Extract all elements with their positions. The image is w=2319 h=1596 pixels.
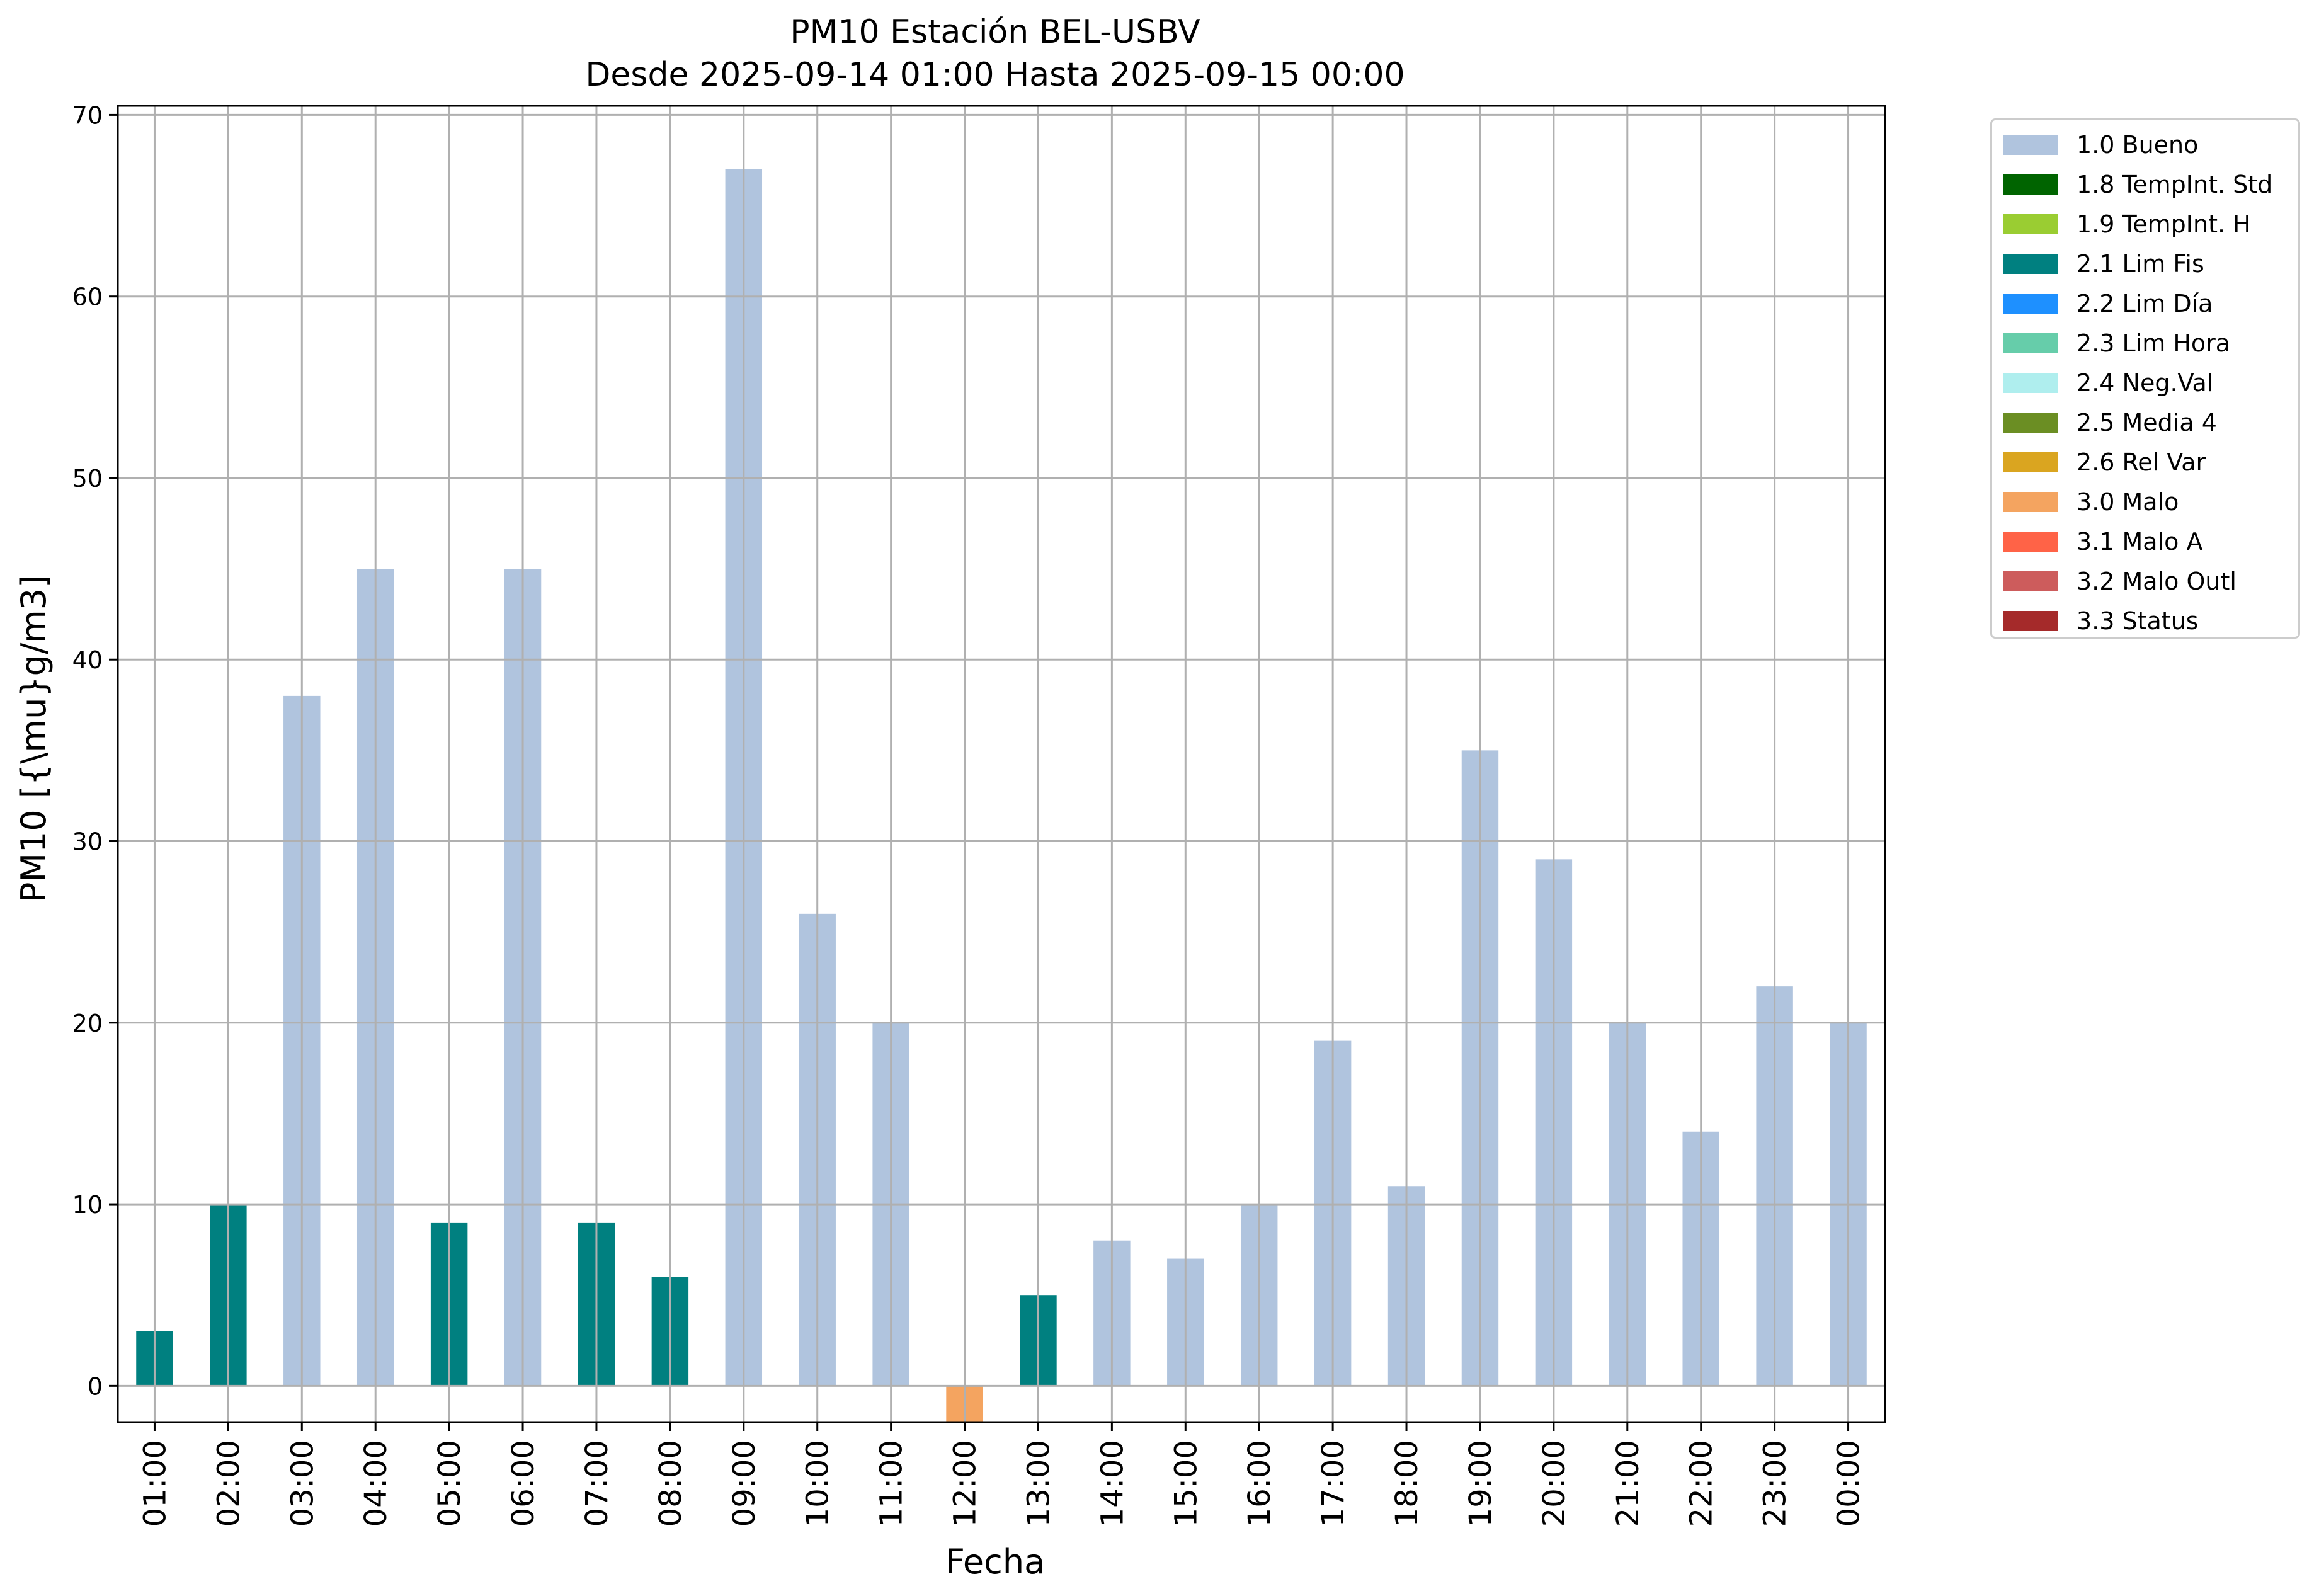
x-tick-label: 07:00	[579, 1440, 615, 1527]
legend-label: 3.3 Status	[2077, 607, 2199, 635]
legend-label: 2.6 Rel Var	[2077, 448, 2206, 476]
x-tick-label: 22:00	[1684, 1440, 1719, 1527]
legend-swatch	[2003, 532, 2058, 552]
legend-entry: 3.1 Malo A	[2003, 526, 2202, 557]
legend-label: 2.4 Neg.Val	[2077, 369, 2214, 397]
y-tick-label: 50	[72, 465, 103, 493]
legend-label: 2.1 Lim Fis	[2077, 250, 2204, 278]
legend-swatch	[2003, 611, 2058, 631]
legend: 1.0 Bueno 1.8 TempInt. Std 1.9 TempInt. H 2…	[1990, 118, 2300, 639]
legend-label: 2.3 Lim Hora	[2077, 329, 2231, 357]
legend-label: 2.5 Media 4	[2077, 409, 2217, 436]
y-tick-label: 30	[72, 828, 103, 856]
legend-swatch	[2003, 333, 2058, 353]
legend-swatch	[2003, 174, 2058, 195]
grid-lines	[118, 106, 1885, 1422]
legend-entry: 3.2 Malo Outl	[2003, 566, 2236, 597]
legend-label: 3.0 Malo	[2077, 488, 2179, 516]
x-tick-label: 09:00	[727, 1440, 762, 1527]
x-tick-label: 14:00	[1095, 1440, 1130, 1527]
x-axis: 01:00 02:00 03:00 04:00 05:00 06:00 07:00 08:00…	[137, 1422, 1867, 1527]
legend-entry: 2.2 Lim Día	[2003, 288, 2213, 319]
legend-entry: 2.1 Lim Fis	[2003, 248, 2204, 280]
legend-entry: 2.3 Lim Hora	[2003, 328, 2230, 359]
y-axis: 0 10 20 30 40 50 60 70	[72, 101, 118, 1400]
legend-swatch	[2003, 373, 2058, 393]
legend-label: 1.9 TempInt. H	[2077, 210, 2251, 238]
chart-title: PM10 Estación BEL-USBV	[790, 13, 1200, 51]
legend-swatch	[2003, 135, 2058, 155]
y-tick-label: 60	[72, 283, 103, 311]
legend-label: 3.1 Malo A	[2077, 528, 2203, 556]
x-tick-label: 12:00	[948, 1440, 983, 1527]
legend-entry: 1.0 Bueno	[2003, 129, 2198, 161]
y-tick-label: 20	[72, 1010, 103, 1037]
bars	[136, 169, 1867, 1422]
x-tick-label: 11:00	[874, 1440, 909, 1527]
x-tick-label: 05:00	[432, 1440, 467, 1527]
y-axis-label: PM10 [{\mu}g/m3]	[14, 575, 54, 903]
x-axis-label: Fecha	[945, 1542, 1045, 1582]
legend-entry: 1.8 TempInt. Std	[2003, 169, 2272, 200]
legend-entry: 3.0 Malo	[2003, 486, 2179, 518]
x-tick-label: 23:00	[1758, 1440, 1793, 1527]
legend-entry: 3.3 Status	[2003, 605, 2199, 637]
legend-label: 3.2 Malo Outl	[2077, 567, 2236, 595]
legend-entry: 2.6 Rel Var	[2003, 447, 2206, 478]
legend-entry: 2.5 Media 4	[2003, 407, 2217, 438]
x-tick-label: 04:00	[358, 1440, 394, 1527]
legend-swatch	[2003, 294, 2058, 314]
x-tick-label: 19:00	[1463, 1440, 1498, 1527]
legend-label: 1.8 TempInt. Std	[2077, 171, 2273, 198]
x-tick-label: 08:00	[653, 1440, 688, 1527]
x-tick-label: 13:00	[1021, 1440, 1056, 1527]
legend-swatch	[2003, 214, 2058, 234]
x-tick-label: 03:00	[285, 1440, 320, 1527]
y-tick-label: 70	[72, 101, 103, 129]
x-tick-label: 10:00	[801, 1440, 836, 1527]
x-tick-label: 00:00	[1832, 1440, 1867, 1527]
legend-swatch	[2003, 492, 2058, 512]
legend-label: 1.0 Bueno	[2077, 131, 2199, 159]
legend-entry: 1.9 TempInt. H	[2003, 208, 2251, 240]
y-tick-label: 40	[72, 646, 103, 674]
legend-swatch	[2003, 254, 2058, 274]
x-tick-label: 17:00	[1316, 1440, 1351, 1527]
plot-frame	[117, 105, 1886, 1423]
chart-subtitle: Desde 2025-09-14 01:00 Hasta 2025-09-15 …	[585, 56, 1405, 94]
legend-swatch	[2003, 571, 2058, 591]
x-tick-label: 15:00	[1168, 1440, 1204, 1527]
legend-entry: 2.4 Neg.Val	[2003, 367, 2213, 399]
x-tick-label: 02:00	[211, 1440, 246, 1527]
legend-swatch	[2003, 452, 2058, 472]
y-tick-label: 10	[72, 1191, 103, 1219]
x-tick-label: 20:00	[1537, 1440, 1572, 1527]
x-tick-label: 06:00	[506, 1440, 541, 1527]
x-tick-label: 01:00	[137, 1440, 173, 1527]
x-tick-label: 21:00	[1610, 1440, 1646, 1527]
x-tick-label: 16:00	[1242, 1440, 1277, 1527]
legend-label: 2.2 Lim Día	[2077, 290, 2213, 317]
x-tick-label: 18:00	[1389, 1440, 1425, 1527]
legend-swatch	[2003, 413, 2058, 433]
y-tick-label: 0	[88, 1372, 103, 1400]
